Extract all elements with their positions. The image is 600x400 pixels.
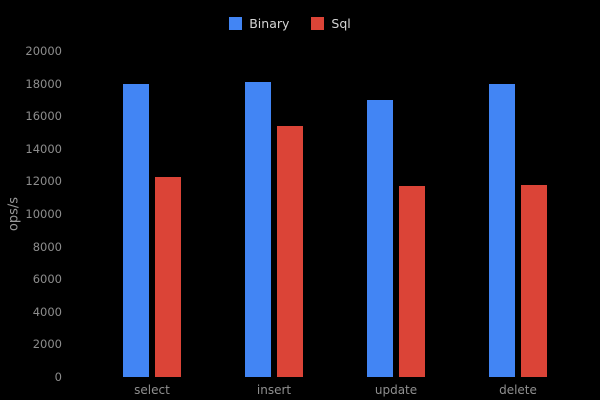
bar-group-update (335, 51, 457, 377)
legend-item-binary[interactable]: Binary (229, 17, 289, 30)
x-tick-label-update: update (374, 383, 418, 397)
bar-binary-delete (489, 83, 515, 377)
x-tick-label-select: select (134, 383, 170, 397)
legend-swatch-binary (229, 17, 243, 30)
x-tick-label-delete: delete (499, 383, 537, 397)
bar-sql-update (399, 186, 425, 377)
bar-binary-select (123, 83, 149, 377)
bar-group-insert (213, 51, 335, 377)
y-tick-label-6000: 6000 (32, 272, 62, 287)
bar-group-select (91, 51, 213, 377)
y-tick-label-2000: 2000 (32, 337, 62, 352)
bar-binary-update (367, 99, 393, 377)
y-tick-label-14000: 14000 (25, 141, 62, 156)
legend-label: Binary (249, 16, 290, 31)
y-tick-label-10000: 10000 (25, 207, 62, 221)
bar-binary-insert (245, 82, 271, 377)
legend-item-sql[interactable]: Sql (311, 16, 351, 31)
bar-sql-select (155, 176, 181, 377)
y-tick-label-16000: 16000 (25, 109, 62, 124)
y-tick-label-8000: 8000 (32, 239, 62, 254)
y-tick-label-20000: 20000 (25, 44, 62, 58)
bar-group-delete (457, 51, 579, 377)
x-axis: select insert update delete (91, 383, 579, 397)
x-tick-label-insert: insert (256, 383, 292, 397)
y-tick-label-4000: 4000 (32, 304, 62, 319)
legend-swatch-sql (311, 17, 325, 30)
legend-label: Sql (331, 16, 351, 31)
y-tick-label-18000: 18000 (25, 76, 62, 91)
y-tick-label-12000: 12000 (25, 174, 62, 189)
chart-legend: Binary Sql (0, 17, 580, 30)
plot-area (91, 51, 579, 377)
bar-sql-delete (521, 184, 547, 377)
y-tick-label-0: 0 (54, 370, 62, 384)
bar-sql-insert (277, 126, 303, 377)
